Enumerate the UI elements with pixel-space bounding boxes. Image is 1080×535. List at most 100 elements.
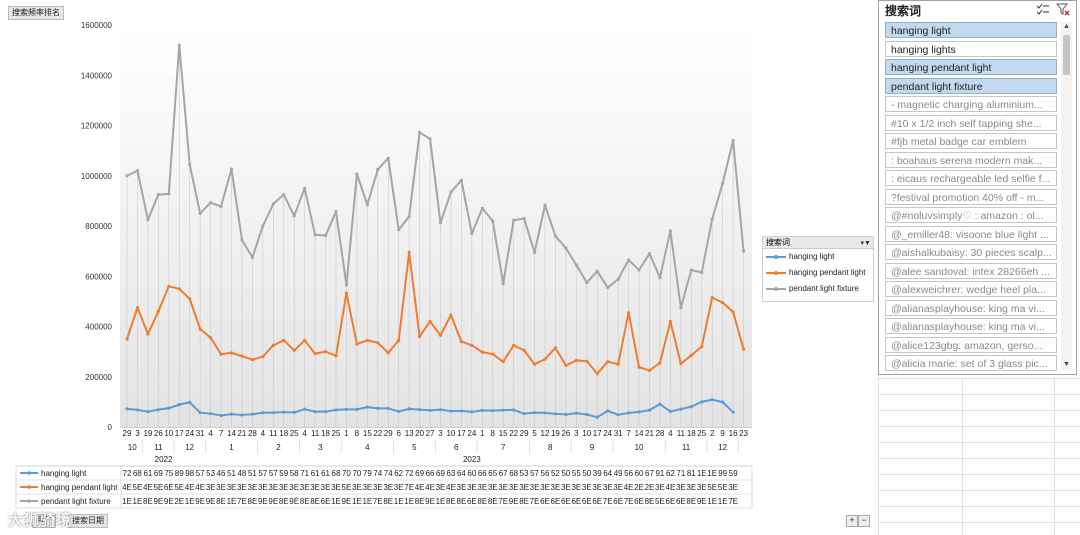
data-point: [564, 363, 568, 368]
data-point: [135, 169, 140, 173]
x-day-label: 17: [457, 429, 466, 438]
table-cell: 4E: [195, 483, 205, 492]
table-cell: 57: [258, 469, 267, 478]
table-cell: 65: [488, 469, 497, 478]
x-day-label: 6: [396, 429, 401, 438]
data-point: [721, 400, 725, 404]
slicer-scrollbar[interactable]: ▲ ▼: [1061, 22, 1072, 370]
data-point: [668, 229, 673, 233]
slicer-item[interactable]: - magnetic charging aluminium...: [885, 96, 1057, 112]
table-cell: 8E: [457, 497, 467, 506]
data-point: [585, 280, 589, 285]
data-point: [595, 269, 599, 273]
multi-select-icon[interactable]: [1036, 3, 1050, 16]
data-point: [438, 333, 443, 337]
data-point: [344, 407, 349, 412]
table-cell: 3E: [509, 483, 519, 492]
legend-label: pendant light fixture: [789, 284, 859, 293]
table-cell: 1E: [133, 497, 143, 506]
slicer-item[interactable]: hanging lights: [885, 40, 1057, 57]
table-cell: 3E: [540, 483, 550, 492]
data-point: [438, 408, 443, 412]
slicer-item[interactable]: @#noluvsimply♡ : amazon : ol...: [885, 207, 1057, 223]
field-button-search-date[interactable]: 搜索日期: [68, 514, 108, 528]
table-cell: 4E: [143, 483, 153, 492]
table-cell: 8E: [645, 497, 655, 506]
slicer-item[interactable]: @alicia marie: set of 3 glass pic...: [885, 355, 1057, 371]
data-point: [501, 281, 505, 286]
data-point: [459, 178, 463, 182]
slicer-item[interactable]: #fjb metal badge car emblem: [885, 133, 1057, 149]
slicer-item-list: hanging light hanging lights hanging penda…: [885, 22, 1057, 374]
data-point: [428, 137, 432, 141]
table-cell: 3E: [300, 483, 310, 492]
slicer-item[interactable]: hanging pendant light: [885, 59, 1057, 75]
data-point: [229, 351, 234, 355]
data-point: [397, 338, 401, 342]
table-cell: 7E: [404, 483, 414, 492]
scroll-thumb[interactable]: [1063, 35, 1070, 75]
x-day-label: 7: [219, 429, 224, 438]
x-day-label: 8: [491, 429, 496, 438]
legend-header[interactable]: 搜索词 ▾▼: [763, 237, 873, 249]
data-point: [386, 351, 390, 355]
table-cell: 60: [635, 469, 644, 478]
table-legend-marker: [27, 485, 31, 489]
table-cell: 69: [436, 469, 445, 478]
slicer-item[interactable]: @alice123gbg: amazon, gerso...: [885, 336, 1057, 353]
slicer-item[interactable]: : eicaus rechargeable led selfie f...: [885, 170, 1057, 186]
x-day-label: 4: [261, 429, 266, 438]
x-day-label: 3: [574, 429, 579, 438]
table-cell: 3E: [551, 483, 561, 492]
slicer-item[interactable]: : boahaus serena modern mak...: [885, 151, 1057, 168]
slicer-item[interactable]: @alexweichrer: wedge heel pla...: [885, 281, 1057, 297]
table-cell: 1E: [185, 497, 195, 506]
table-cell: 5E: [153, 483, 163, 492]
slicer-item[interactable]: @alianasplayhouse: king ma vi...: [885, 299, 1057, 316]
data-point: [658, 275, 662, 280]
table-cell: 98: [185, 469, 194, 478]
data-point: [574, 411, 578, 415]
slicer-item[interactable]: @alianasplayhouse: king ma vi...: [885, 318, 1057, 334]
data-point: [616, 277, 620, 281]
scroll-up-icon[interactable]: ▲: [1063, 23, 1070, 30]
data-point: [386, 406, 390, 411]
table-cell: 3E: [206, 483, 216, 492]
expand-button[interactable]: +: [846, 515, 858, 527]
x-day-label: 24: [603, 429, 612, 438]
slicer-item[interactable]: #10 x 1/2 inch self tapping she...: [885, 114, 1057, 131]
slicer-item[interactable]: @_emiller48: visoone blue light ...: [885, 225, 1057, 242]
table-cell: 3E: [373, 483, 383, 492]
slicer-item[interactable]: pendant light fixture: [885, 77, 1057, 94]
slicer-item[interactable]: hanging light: [885, 22, 1057, 38]
data-point: [198, 411, 202, 415]
data-point: [418, 334, 422, 339]
collapse-button[interactable]: −: [858, 515, 870, 527]
slicer-item[interactable]: @aishalkubaisy: 30 pieces scalp...: [885, 244, 1057, 260]
slicer-item[interactable]: ?festival promotion 40% off - m...: [885, 188, 1057, 205]
table-cell: 2E: [634, 483, 644, 492]
data-point: [501, 408, 505, 412]
table-cell: 6E: [582, 497, 592, 506]
slicer-item[interactable]: @alee sandoval: intex 28266eh ...: [885, 262, 1057, 279]
table-cell: 9E: [268, 497, 278, 506]
filter-dropdown-icon[interactable]: ▾▼: [860, 240, 871, 247]
y-tick-label: 400000: [85, 323, 112, 332]
y-tick-label: 0: [108, 423, 113, 432]
data-point: [512, 343, 516, 347]
table-cell: 1E: [122, 497, 132, 506]
data-point: [532, 250, 537, 254]
clear-filter-icon[interactable]: [1055, 3, 1070, 16]
x-day-label: 4: [668, 429, 673, 438]
data-point: [209, 336, 213, 340]
scroll-down-icon[interactable]: ▼: [1063, 361, 1070, 368]
data-point: [731, 310, 735, 314]
table-cell: 61: [311, 469, 320, 478]
data-point: [219, 204, 223, 209]
table-cell: 4E: [122, 483, 132, 492]
data-point: [198, 327, 202, 331]
field-button-month[interactable]: 月份: [32, 514, 56, 528]
value-field-button[interactable]: 搜索频率排名: [8, 6, 64, 20]
table-cell: 5E: [342, 483, 352, 492]
table-cell: 3E: [457, 483, 467, 492]
